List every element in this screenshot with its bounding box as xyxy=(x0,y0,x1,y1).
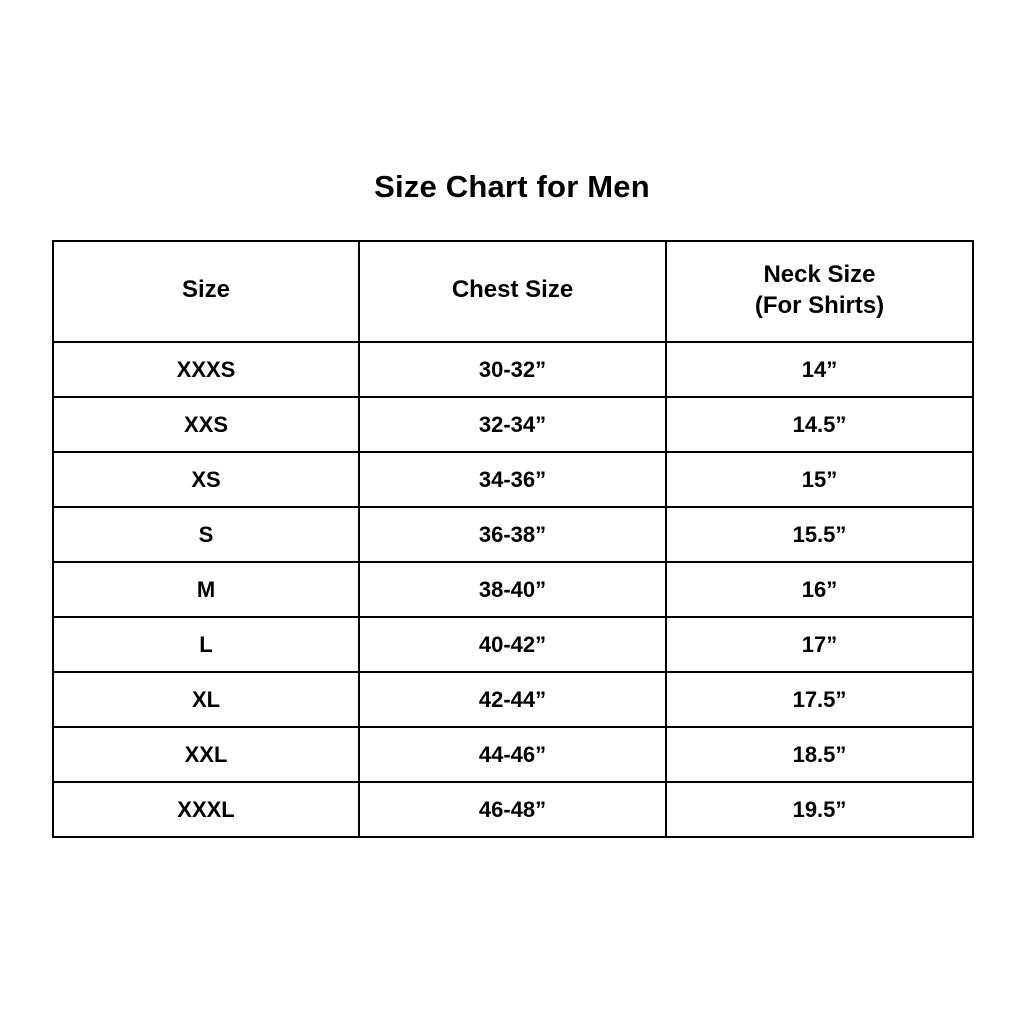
cell-neck: 14.5” xyxy=(665,396,974,453)
table-row: L 40-42” 17” xyxy=(52,616,974,673)
cell-neck: 19.5” xyxy=(665,781,974,838)
table-row: XL 42-44” 17.5” xyxy=(52,671,974,728)
column-header-neck: Neck Size (For Shirts) xyxy=(665,240,974,343)
cell-neck: 15.5” xyxy=(665,506,974,563)
cell-neck: 17.5” xyxy=(665,671,974,728)
cell-chest: 46-48” xyxy=(358,781,667,838)
page-title: Size Chart for Men xyxy=(374,169,650,204)
table-row: XXL 44-46” 18.5” xyxy=(52,726,974,783)
cell-size: XXL xyxy=(52,726,360,783)
cell-size: L xyxy=(52,616,360,673)
column-header-neck-sublabel: (For Shirts) xyxy=(754,291,885,319)
cell-size: XXXL xyxy=(52,781,360,838)
cell-chest: 30-32” xyxy=(358,341,667,398)
table-row: M 38-40” 16” xyxy=(52,561,974,618)
table-header: Size Chest Size Neck Size (For Shirts) xyxy=(52,240,974,343)
cell-neck: 14” xyxy=(665,341,974,398)
cell-chest: 38-40” xyxy=(358,561,667,618)
cell-chest: 44-46” xyxy=(358,726,667,783)
cell-neck: 18.5” xyxy=(665,726,974,783)
column-header-size: Size xyxy=(52,240,360,343)
table-row: XXS 32-34” 14.5” xyxy=(52,396,974,453)
cell-neck: 17” xyxy=(665,616,974,673)
size-table-container: Size Chest Size Neck Size (For Shirts) X… xyxy=(52,240,974,838)
cell-size: XL xyxy=(52,671,360,728)
size-chart-table: Size Chest Size Neck Size (For Shirts) X… xyxy=(52,240,974,838)
cell-chest: 32-34” xyxy=(358,396,667,453)
cell-chest: 42-44” xyxy=(358,671,667,728)
table-row: XXXS 30-32” 14” xyxy=(52,341,974,398)
cell-size: M xyxy=(52,561,360,618)
column-header-neck-label: Neck Size xyxy=(763,260,876,288)
table-row: XXXL 46-48” 19.5” xyxy=(52,781,974,838)
column-header-chest: Chest Size xyxy=(358,240,667,343)
cell-chest: 34-36” xyxy=(358,451,667,508)
table-header-row: Size Chest Size Neck Size (For Shirts) xyxy=(52,240,974,343)
cell-size: S xyxy=(52,506,360,563)
cell-neck: 15” xyxy=(665,451,974,508)
table-row: S 36-38” 15.5” xyxy=(52,506,974,563)
cell-size: XXS xyxy=(52,396,360,453)
table-row: XS 34-36” 15” xyxy=(52,451,974,508)
cell-chest: 40-42” xyxy=(358,616,667,673)
cell-size: XXXS xyxy=(52,341,360,398)
table-body: XXXS 30-32” 14” XXS 32-34” 14.5” XS 34-3… xyxy=(52,341,974,838)
column-header-chest-label: Chest Size xyxy=(451,276,574,303)
cell-size: XS xyxy=(52,451,360,508)
cell-neck: 16” xyxy=(665,561,974,618)
cell-chest: 36-38” xyxy=(358,506,667,563)
column-header-size-label: Size xyxy=(181,276,231,303)
